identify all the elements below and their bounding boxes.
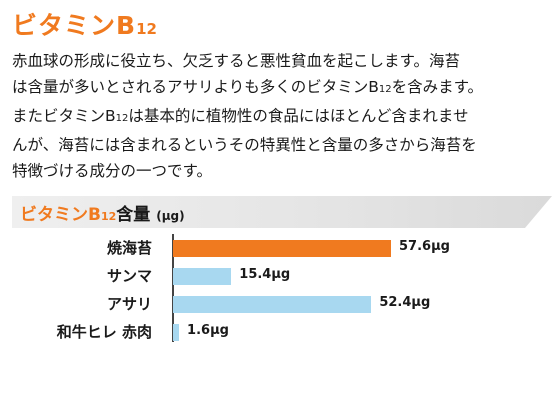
chart-title: ビタミンB12含量 (μg) [20,205,185,225]
text-line: は含量が多いとされるアサリよりも多くのビタミンB12を含みます。 [12,78,484,96]
bar-chart: 焼海苔 57.6μg サンマ 15.4μg アサリ 52.4μg 和牛ヒレ 赤肉 1.6μg [0,230,560,350]
chart-row: 和牛ヒレ 赤肉 1.6μg [0,318,560,346]
text-line: んが、海苔には含まれるというその特異性と含量の多さから海苔を [12,136,477,154]
bar-mark [173,296,372,313]
category-label: 和牛ヒレ 赤肉 [56,323,152,341]
category-label: サンマ [106,267,152,285]
value-label: 52.4μg [379,295,431,310]
chart-row: 焼海苔 57.6μg [0,234,560,262]
chart-row: アサリ 52.4μg [0,290,560,318]
category-label: アサリ [106,295,152,313]
chart-header: ビタミンB12含量 (μg) [12,196,552,228]
description-paragraph: 赤血球の形成に役立ち、欠乏すると悪性貧血を起こします。海苔 は含量が多いとされる… [12,48,548,184]
page-title: ビタミンB12 [12,11,157,40]
value-label: 1.6μg [187,323,229,338]
value-label: 57.6μg [399,239,450,254]
chart-row: サンマ 15.4μg [0,262,560,290]
bar-mark [173,268,232,285]
category-label: 焼海苔 [106,239,152,257]
text-line: 特徴づける成分の一つです。 [12,162,212,180]
bar-mark [173,240,391,257]
chart-axis [172,234,174,342]
value-label: 15.4μg [239,267,291,282]
text-line: 赤血球の形成に役立ち、欠乏すると悪性貧血を起こします。海苔 [12,52,460,70]
text-line: またビタミンB12は基本的に植物性の食品にはほとんど含まれませ [12,107,469,125]
bar-mark [173,324,180,341]
